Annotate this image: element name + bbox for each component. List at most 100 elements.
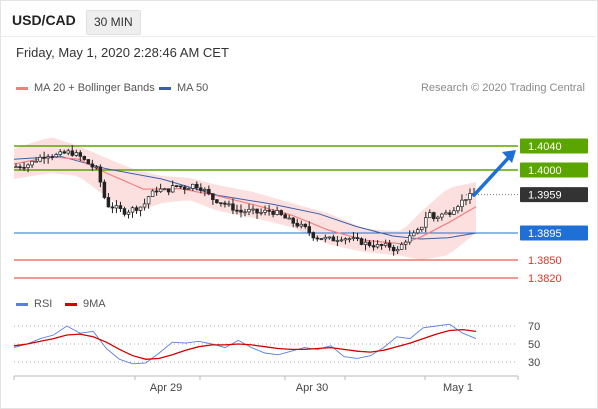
candle-body [134, 207, 139, 211]
candle-body [74, 152, 79, 156]
candle-body [460, 199, 464, 208]
candle-body [38, 156, 42, 162]
ma9-swatch [65, 302, 77, 306]
candle-body [42, 156, 46, 159]
interval-button[interactable]: 30 MIN [86, 10, 141, 35]
candle-body [367, 241, 372, 246]
candle-body [315, 237, 320, 240]
candle-body [327, 236, 332, 239]
candle-body [287, 217, 291, 220]
candle-body [307, 226, 312, 233]
candle-body [114, 205, 119, 209]
candle-body [359, 238, 364, 245]
candle-body [138, 206, 143, 211]
candle-body [347, 238, 352, 241]
candle-body [291, 217, 295, 224]
candle-body [432, 212, 436, 219]
candle-body [62, 151, 66, 154]
price-tag-label: 1.4000 [528, 165, 562, 177]
candle-body [66, 150, 70, 154]
x-tick-label: Apr 30 [296, 382, 328, 394]
rsi-tick-label: 50 [528, 339, 540, 351]
candle-body [448, 212, 452, 215]
candle-body [420, 226, 424, 230]
candle-body [86, 159, 91, 165]
ma50-swatch [159, 86, 171, 90]
price-tag-pivot [520, 225, 588, 241]
candle-body [106, 197, 111, 208]
candle-body [343, 238, 348, 241]
legend-ma20: MA 20 + Bollinger Bands [16, 82, 155, 94]
candle-body [102, 181, 107, 198]
candle-body [130, 207, 135, 213]
rsi-tick-label: 30 [528, 357, 540, 369]
candle-body [243, 211, 247, 214]
candle-body [355, 237, 360, 239]
candle-body [30, 160, 34, 166]
candle-body [162, 188, 167, 191]
price-tag-last [520, 187, 588, 203]
x-tick-label: Apr 29 [150, 382, 182, 394]
candle-body [323, 236, 328, 240]
price-tag-resistance [520, 162, 588, 178]
rsi-swatch [16, 302, 28, 306]
candle-body [428, 212, 432, 219]
legend-ma20-label: MA 20 + Bollinger Bands [34, 82, 155, 94]
candle-body [267, 209, 271, 212]
candle-body [110, 206, 115, 209]
candle-body [211, 193, 215, 200]
candle-body [424, 217, 428, 228]
price-tag-label: 1.3959 [528, 190, 562, 202]
candle-body [199, 187, 203, 191]
candle-body [407, 235, 412, 243]
price-label-support: 1.3850 [528, 255, 562, 267]
candle-body [126, 211, 131, 215]
candle-body [227, 203, 231, 206]
candle-body [122, 208, 127, 215]
candle-body [146, 196, 151, 205]
candle-body [411, 232, 416, 237]
candle-body [271, 211, 275, 215]
chart-header: USD/CAD 30 MIN [0, 0, 596, 37]
candle-body [166, 188, 171, 193]
candle-body [50, 156, 54, 159]
legend-ma9-label: 9MA [83, 298, 106, 310]
candle-body [263, 209, 267, 213]
candle-body [311, 232, 316, 239]
timestamp: Friday, May 1, 2020 2:28:46 AM CET [16, 45, 229, 60]
candle-body [247, 208, 251, 213]
candle-body [54, 154, 58, 158]
candle-body [118, 205, 123, 210]
candle-body [150, 190, 155, 198]
candle-body [295, 222, 299, 227]
candle-body [279, 210, 283, 216]
candle-body [436, 216, 440, 219]
candle-body [90, 163, 95, 168]
candle-body [70, 150, 75, 156]
candle-body [255, 208, 259, 214]
x-tick-label: May 1 [443, 382, 473, 394]
forecast-arrow-shaft [472, 152, 514, 197]
candle-body [142, 203, 147, 208]
candle-body [331, 236, 336, 242]
candle-body [375, 244, 380, 248]
candle-body [403, 241, 408, 245]
price-tag-label: 1.4040 [528, 141, 562, 153]
candle-body [383, 242, 388, 246]
candle-body [299, 223, 303, 227]
candle-body [239, 209, 243, 213]
rsi-ma9-line [13, 328, 477, 360]
bollinger-band-area [14, 137, 476, 260]
research-credit: Research © 2020 Trading Central [420, 82, 585, 94]
candle-body [235, 209, 239, 212]
candle-body [195, 183, 199, 189]
candle-body [387, 242, 392, 248]
candle-body [203, 189, 207, 191]
candle-body [464, 199, 468, 201]
candle-body [219, 202, 223, 205]
rsi-tick-label: 70 [528, 321, 540, 333]
candle-body [14, 166, 18, 169]
candle-body [303, 223, 308, 227]
price-tag-resistance [520, 138, 588, 154]
